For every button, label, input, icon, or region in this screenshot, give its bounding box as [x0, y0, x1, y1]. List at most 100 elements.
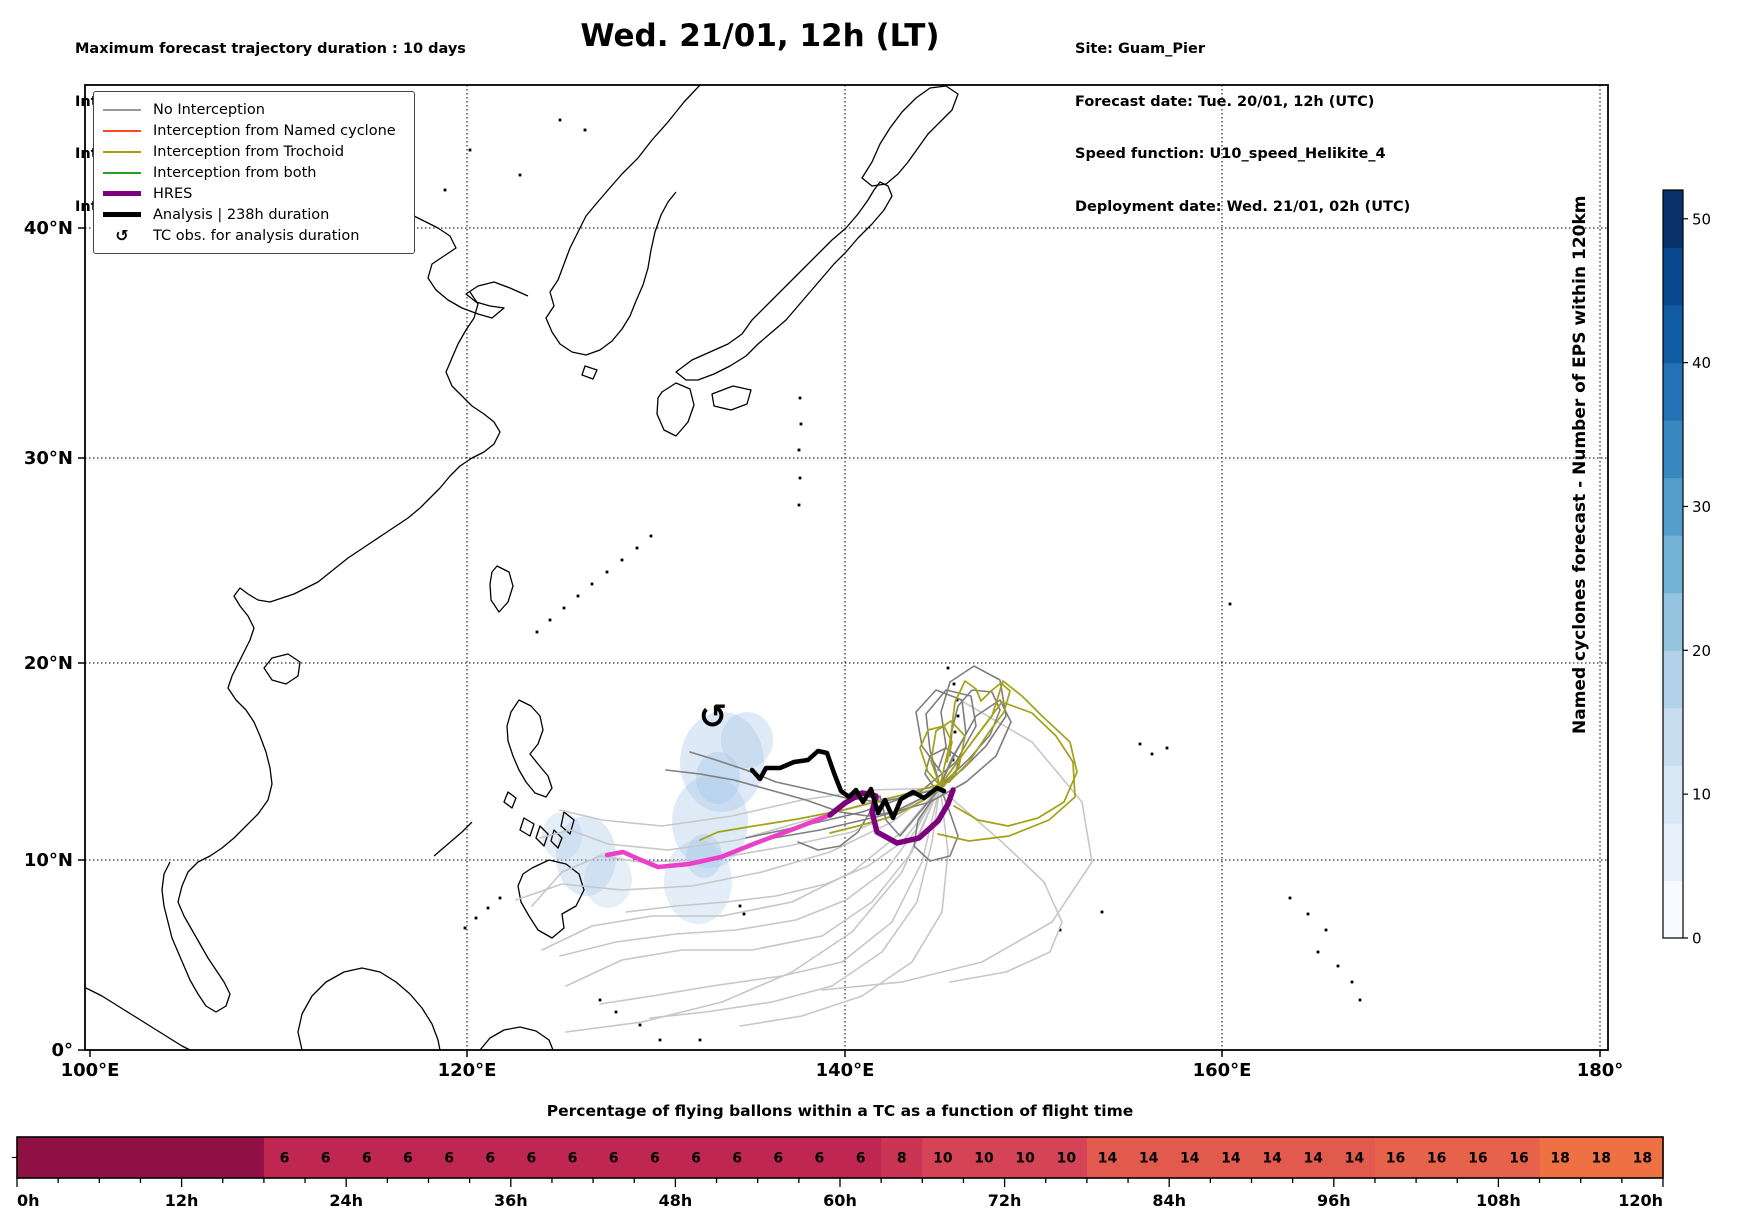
x-tick-label: 160°E: [1193, 1060, 1252, 1081]
flight-bar-cell: [716, 1137, 759, 1178]
legend-line-sample: [103, 150, 141, 153]
flight-bar-cell-value: 14: [1262, 1151, 1282, 1167]
flight-bar-cell-value: 6: [856, 1151, 866, 1167]
trajectory-no_interception_light: [649, 785, 941, 1019]
island-dot: [649, 534, 653, 538]
flight-bar-cell-value: 10: [933, 1151, 953, 1167]
trajectory-no_interception_dark: [665, 769, 943, 817]
colorbar-segment: [1663, 535, 1683, 594]
coastline-path: [861, 85, 959, 187]
island-dot: [598, 998, 602, 1002]
figure-title: Wed. 21/01, 12h (LT): [580, 18, 940, 54]
flight-bar-cell: [881, 1137, 923, 1178]
island-dot: [1100, 910, 1104, 914]
y-tick-label: 10°N: [24, 850, 73, 871]
trajectory-no_interception_light: [515, 785, 941, 901]
coastline-path: [517, 859, 585, 939]
trajectory-no_interception_light: [565, 785, 941, 987]
flight-bar-cell: [17, 1137, 59, 1178]
tc-obs-icon: ↺: [103, 227, 141, 244]
cyclone-density-blob: [721, 712, 773, 768]
colorbar-segment: [1663, 247, 1683, 306]
legend-item-0: No Interception: [103, 99, 405, 120]
flight-bar-axis-label: 120h: [1618, 1191, 1663, 1210]
coastline-path: [711, 385, 752, 411]
flight-bar-cell-value: 6: [568, 1151, 578, 1167]
island-dot: [468, 148, 472, 152]
flight-bar-cell: [1292, 1137, 1335, 1178]
colorbar-segment: [1663, 765, 1683, 824]
x-tick-label: 180°: [1577, 1060, 1624, 1081]
flight-bar-axis-label: 108h: [1476, 1191, 1521, 1210]
flight-bar-cell-value: 14: [1303, 1151, 1323, 1167]
flight-bar-cell: [428, 1137, 471, 1178]
island-dot: [605, 570, 609, 574]
coastline-path: [675, 181, 893, 381]
island-dot: [1306, 912, 1310, 916]
cyclone-density-blob: [556, 816, 616, 896]
flight-bar-cell: [140, 1137, 183, 1178]
island-dot: [797, 503, 801, 507]
island-dot: [474, 916, 478, 920]
flight-bar-cell: [1086, 1137, 1129, 1178]
island-dot: [952, 682, 956, 686]
coastline-path: [161, 291, 501, 1013]
island-dot: [1150, 752, 1154, 756]
flight-bar-axis-label: 36h: [494, 1191, 528, 1210]
cyclone-density-blob: [686, 834, 722, 878]
flight-bar-cell: [1169, 1137, 1211, 1178]
trajectory-no_interception_dark: [745, 689, 977, 839]
trajectory-no_interception_dark: [761, 699, 1012, 841]
island-dot: [799, 422, 803, 426]
island-dot: [1350, 980, 1354, 984]
trajectory-trochoid: [919, 725, 953, 791]
map-legend: No Interception Interception from Named c…: [93, 91, 415, 254]
flight-bar-cell-value: 6: [444, 1151, 454, 1167]
flight-bar-cell: [1580, 1137, 1623, 1178]
island-dot: [635, 546, 639, 550]
legend-item-2: Interception from Trochoid: [103, 141, 405, 162]
island-dot: [443, 188, 447, 192]
cyclone-density-blob: [696, 752, 740, 804]
flight-bar-cell: [1498, 1137, 1541, 1178]
coastline-path: [656, 382, 695, 437]
colorbar-tick-label: 10: [1692, 786, 1711, 804]
coastline-path: [433, 821, 473, 857]
island-dot: [463, 926, 467, 930]
trajectory-hres_far: [604, 812, 833, 870]
flight-bar-cell: [510, 1137, 553, 1178]
legend-line-sample: [103, 129, 141, 132]
legend-item-label: Interception from both: [153, 164, 317, 181]
flight-bar-cell-value: 6: [732, 1151, 742, 1167]
flight-bar-cell-value: 10: [974, 1151, 994, 1167]
x-tick-label: 140°E: [816, 1060, 875, 1081]
flight-bar-cell-value: 6: [362, 1151, 372, 1167]
trajectory-no_interception_light: [941, 789, 1063, 983]
island-dot: [1288, 896, 1292, 900]
island-dot: [698, 1038, 702, 1042]
trajectory-no_interception_light: [565, 785, 941, 1033]
site-text: Site: Guam_Pier: [1075, 41, 1205, 57]
island-dot: [658, 1038, 662, 1042]
trajectory-no_interception_dark: [913, 785, 959, 862]
trajectory-trochoid: [937, 701, 1076, 842]
colorbar-segment: [1663, 880, 1683, 939]
colorbar-tick-label: 30: [1692, 498, 1711, 516]
coastline-path: [545, 85, 701, 356]
colorbar-frame: [1662, 189, 1684, 939]
legend-item-label: Interception from Named cyclone: [153, 122, 396, 139]
legend-item-label: No Interception: [153, 101, 265, 118]
island-dot: [583, 128, 587, 132]
flight-time-bar-title: Percentage of flying ballons within a TC…: [546, 1102, 1134, 1120]
flight-bar-cell-value: 6: [280, 1151, 290, 1167]
flight-bar-cell-value: 6: [527, 1151, 537, 1167]
flight-bar-cell-value: 16: [1509, 1151, 1528, 1167]
island-dot: [518, 173, 522, 177]
trajectory-no_interception_dark: [924, 747, 960, 794]
flight-bar-cell-value: 14: [1139, 1151, 1159, 1167]
flight-bar-cell-value: 6: [773, 1151, 783, 1167]
trajectory-no_interception_light: [599, 785, 941, 1005]
flight-bar-cell-value: 14: [1221, 1151, 1241, 1167]
trajectory-hres: [827, 787, 956, 846]
